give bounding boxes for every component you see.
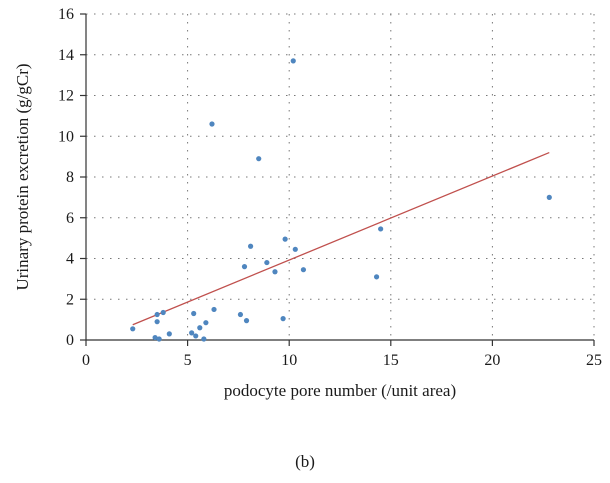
- data-point: [243, 318, 250, 324]
- y-tick-label: 8: [66, 169, 74, 186]
- data-point: [152, 334, 158, 341]
- data-point: [154, 319, 160, 325]
- data-point: [264, 259, 270, 266]
- data-point: [189, 330, 195, 336]
- data-point: [197, 325, 203, 331]
- data-point: [292, 246, 298, 252]
- x-tick-label: 10: [281, 352, 297, 369]
- data-point: [247, 243, 254, 249]
- data-point: [373, 274, 380, 280]
- axes: [80, 13, 595, 346]
- data-point: [290, 58, 296, 64]
- data-point: [203, 320, 209, 326]
- data-points: [130, 58, 552, 342]
- x-tick-label: 25: [586, 352, 602, 369]
- data-point: [209, 121, 215, 127]
- data-point: [156, 336, 162, 342]
- data-point: [160, 309, 166, 316]
- y-tick-label: 2: [66, 291, 74, 308]
- data-point: [300, 267, 307, 273]
- y-tick-label: 14: [58, 47, 74, 64]
- data-point: [378, 226, 384, 232]
- y-tick-label: 6: [66, 210, 74, 227]
- figure-caption: (b): [295, 452, 315, 471]
- data-point: [237, 311, 244, 318]
- data-point: [154, 311, 160, 318]
- data-point: [546, 194, 552, 200]
- y-tick-label: 16: [58, 6, 74, 23]
- x-tick-label: 20: [484, 352, 500, 369]
- grid-lines: [86, 13, 595, 340]
- tick-labels: 0 2 4 6 8 10 12 14 16 0 5 10 15 20 25: [58, 6, 602, 369]
- data-point: [282, 236, 288, 242]
- data-point: [166, 331, 172, 337]
- y-tick-label: 0: [66, 332, 74, 349]
- data-point: [211, 306, 217, 313]
- x-tick-label: 0: [82, 352, 90, 369]
- data-point: [193, 333, 199, 339]
- x-tick-label: 5: [184, 352, 192, 369]
- data-point: [191, 310, 197, 317]
- data-point: [256, 156, 262, 162]
- x-axis-title: podocyte pore number (/unit area): [224, 381, 456, 400]
- y-tick-label: 4: [66, 251, 74, 268]
- y-tick-label: 10: [58, 128, 74, 145]
- data-point: [241, 264, 248, 270]
- x-tick-label: 15: [383, 352, 399, 369]
- trendline: [132, 151, 550, 326]
- y-axis-title: Urinary protein excretion (g/gCr): [13, 63, 32, 290]
- trendline-layer: [132, 151, 550, 326]
- data-point: [272, 269, 278, 275]
- data-point: [130, 326, 136, 332]
- y-tick-label: 12: [58, 88, 74, 105]
- data-point: [201, 336, 207, 342]
- data-point: [280, 316, 286, 322]
